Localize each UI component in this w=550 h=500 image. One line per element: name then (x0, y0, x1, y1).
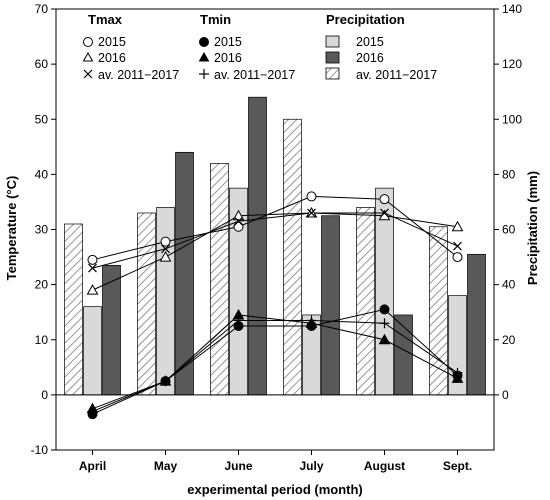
right-tick-label-0: 0 (502, 388, 509, 402)
tmax-avg-point-2 (234, 216, 243, 226)
tmin-avg-line (92, 319, 458, 412)
tmax-2015-point-3 (306, 191, 317, 202)
tmax-2016-line (92, 212, 458, 291)
left-tick-label-1: 0 (41, 388, 48, 402)
legend-precip-2016-label: 2016 (356, 51, 384, 65)
x-tick-label-5: Sept. (443, 459, 472, 473)
tmax-2016-point-0 (86, 284, 99, 295)
tmin-2015-point-4 (379, 304, 390, 315)
right-tick-label-6: 120 (502, 57, 522, 71)
tmax-avg-point-4 (380, 208, 389, 218)
x-axis-label: experimental period (month) (187, 482, 363, 497)
x-tick-label-3: July (299, 459, 323, 473)
right-tick-label-2: 40 (502, 278, 516, 292)
legend-tmin-2015-label: 2015 (214, 35, 242, 49)
precip-bar-avg-5 (429, 226, 448, 396)
tmax-avg-line (92, 212, 458, 269)
x-tick-label-2: June (224, 459, 252, 473)
x-tick-label-0: April (79, 459, 106, 473)
precip-bar-avg-4 (356, 207, 375, 396)
precip-bar-avg-2 (210, 163, 229, 396)
legend-precip-2016-swatch (325, 51, 340, 64)
precip-bar-avg-3 (283, 118, 302, 396)
right-tick-label-5: 100 (502, 112, 522, 126)
legend-tmin-2016-marker (198, 51, 210, 62)
right-tick-label-3: 60 (502, 223, 516, 237)
left-tick-label-2: 10 (35, 333, 49, 347)
legend-tmin-avg-label: av. 2011−2017 (214, 68, 295, 82)
right-tick-label-7: 140 (502, 2, 522, 16)
tmin-avg-point-0 (87, 406, 98, 417)
tmin-2016-point-4 (378, 333, 391, 345)
tmin-2016-point-5 (451, 372, 464, 383)
legend-tmax-title: Tmax (88, 12, 123, 27)
tmin-avg-point-2 (233, 315, 244, 326)
tmax-2016-point-1 (159, 251, 172, 262)
tmax-2015-point-0 (87, 254, 98, 265)
legend-tmin-2015-marker (199, 37, 209, 47)
left-tick-label-0: -10 (31, 443, 49, 457)
precip-bar-2015-0 (83, 306, 102, 396)
tmin-avg-point-4 (379, 318, 390, 329)
tmax-2016-point-5 (451, 220, 464, 232)
tmax-2015-point-2 (233, 221, 244, 232)
temperature-markers (86, 191, 464, 420)
legend: Tmax Tmin Precipitation 2015 2016 av. 20… (82, 12, 437, 82)
precip-bar-2015-1 (156, 207, 175, 396)
left-tick-label-5: 40 (35, 167, 49, 181)
precip-bar-avg-0 (64, 223, 83, 396)
legend-precipitation-title: Precipitation (326, 12, 405, 27)
left-tick-label-7: 60 (35, 57, 49, 71)
left-tick-label-3: 20 (35, 278, 49, 292)
tmax-avg-point-5 (453, 241, 462, 251)
legend-tmin-avg-marker (199, 69, 209, 79)
precip-bar-2016-3 (321, 215, 340, 396)
tick-labels: -10 0 10 20 30 40 50 60 70 0 20 40 60 80 100 120 140 Apri… (31, 2, 523, 473)
legend-tmin-2016-label: 2016 (214, 51, 242, 65)
tmax-avg-point-0 (88, 263, 97, 273)
legend-precip-avg-swatch (325, 67, 340, 80)
legend-tmax-2015-marker (83, 37, 93, 47)
legend-precip-2015-swatch (325, 35, 340, 48)
legend-tmax-2016-label: 2016 (98, 51, 126, 65)
tmax-2015-point-5 (452, 252, 463, 263)
y-axis-label-left: Temperature (°C) (4, 176, 19, 281)
legend-tmax-avg-label: av. 2011−2017 (98, 68, 179, 82)
right-tick-label-4: 80 (502, 167, 516, 181)
left-tick-label-4: 30 (35, 223, 49, 237)
tmin-avg-point-1 (160, 376, 171, 387)
legend-tmax-avg-marker (83, 69, 93, 79)
tmax-avg-point-3 (307, 208, 316, 218)
tmax-2015-line (92, 195, 458, 261)
temperature-lines (92, 195, 458, 415)
x-tick-label-4: August (364, 459, 405, 473)
tmin-avg-point-5 (452, 367, 463, 378)
tmax-2015-point-4 (379, 194, 390, 205)
tmax-avg-point-1 (161, 244, 170, 254)
legend-tmax-2016-marker (82, 51, 94, 62)
axes (51, 8, 499, 455)
legend-precip-avg-label: av. 2011−2017 (356, 68, 437, 82)
precip-bar-2016-5 (467, 253, 486, 396)
precipitation-bars (64, 96, 486, 396)
tmax-2016-point-2 (232, 209, 245, 221)
legend-tmax-2015-label: 2015 (98, 35, 126, 49)
legend-precip-2015-label: 2015 (356, 35, 384, 49)
left-tick-label-6: 50 (35, 112, 49, 126)
x-tick-label-1: May (154, 459, 178, 473)
y-axis-label-right: Precipitation (mm) (525, 171, 540, 285)
tmin-avg-point-3 (306, 315, 317, 326)
legend-tmin-title: Tmin (200, 12, 231, 27)
right-tick-label-1: 20 (502, 333, 516, 347)
precip-bar-avg-1 (137, 212, 156, 396)
left-tick-label-8: 70 (35, 2, 49, 16)
precip-bar-2016-2 (248, 96, 267, 396)
tmax-2015-point-1 (160, 236, 171, 247)
